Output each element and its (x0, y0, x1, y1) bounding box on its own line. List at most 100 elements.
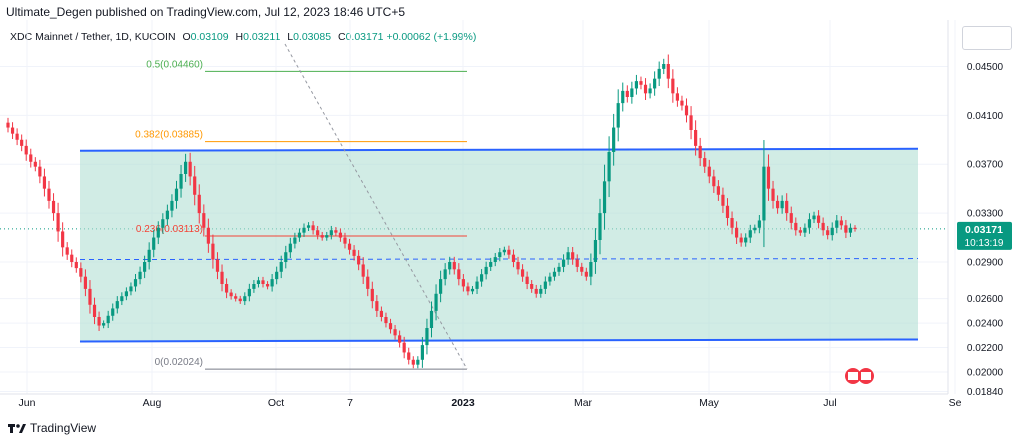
candle-body (24, 145, 28, 155)
candle-body (293, 237, 297, 244)
last-price-tag-value: 0.03171 (965, 224, 1003, 236)
y-tick-label: 0.02400 (967, 319, 1004, 330)
last-price-tag-bg (957, 221, 1012, 250)
candle-body (288, 243, 292, 253)
candle-body (566, 252, 570, 260)
candle-body (347, 243, 352, 250)
symbol-legend: XDC Mainnet / Tether, 1D, KUCOIN O0.0310… (10, 31, 476, 43)
candle-body (712, 176, 716, 187)
candle-body (552, 271, 557, 277)
candle-body (366, 276, 370, 289)
candle-body (794, 222, 798, 231)
fib-level-label: 0.382(0.03885) (135, 130, 203, 141)
y-tick-label: 0.02200 (967, 343, 1004, 354)
candle-body (74, 262, 78, 269)
candle-body (525, 276, 529, 284)
candle-body (520, 269, 525, 277)
candle-body (803, 227, 807, 233)
candle-body (275, 271, 279, 280)
candle-body (826, 230, 830, 236)
candle-body (38, 166, 42, 177)
candle-body (184, 161, 188, 174)
channel-lower-line (79, 338, 919, 343)
channel-fill (80, 148, 918, 342)
candle-body (10, 127, 15, 134)
candle-body (6, 122, 10, 128)
candle-body (439, 279, 443, 294)
candle-body (716, 186, 720, 195)
candle-body (625, 90, 629, 97)
candle-body (229, 292, 233, 297)
candle-body (147, 249, 151, 262)
candle-body (830, 227, 834, 236)
y-tick-label: 0.02600 (967, 294, 1004, 305)
candle-body (548, 276, 552, 282)
candle-body (707, 166, 711, 177)
candle-body (402, 342, 406, 353)
candle-body (789, 213, 793, 223)
candle-body (165, 210, 169, 220)
candle-body (839, 220, 843, 226)
candle-body (543, 281, 547, 289)
low-value: 0.03085 (293, 31, 332, 43)
footer-brand: TradingView (30, 421, 97, 435)
candle-body (352, 249, 356, 256)
candle-body (247, 288, 251, 297)
candle-body (425, 328, 429, 346)
candle-body (671, 78, 675, 94)
candle-body (206, 227, 210, 244)
change-value: +0.00062 (+1.99%) (386, 31, 477, 43)
candle-body (215, 259, 220, 272)
candle-body (270, 279, 274, 287)
candle-body (398, 335, 402, 343)
candle-body (65, 247, 69, 255)
y-tick-label: 0.03300 (967, 209, 1004, 220)
indicator-toggle-box[interactable] (962, 26, 1012, 50)
candle-body (498, 252, 502, 258)
candle-body (443, 269, 447, 280)
candle-body (188, 161, 192, 177)
candle-body (420, 345, 424, 360)
symbol-title: XDC Mainnet / Tether, 1D, KUCOIN (10, 31, 176, 43)
candle-body (648, 88, 652, 94)
candle-body (129, 286, 133, 292)
candle-body (748, 230, 752, 238)
candle-body (785, 200, 789, 214)
candle-body (252, 284, 256, 289)
candle-body (448, 262, 452, 270)
candle-body (170, 200, 174, 211)
candle-body (70, 254, 74, 262)
candle-body (302, 227, 306, 233)
candle-body (489, 262, 493, 267)
candle-body (602, 181, 607, 214)
open-label: O (182, 31, 191, 43)
candle-body (279, 262, 283, 272)
candle-body (575, 259, 579, 267)
y-tick-label: 0.02000 (967, 368, 1004, 379)
candle-body (666, 64, 670, 79)
candle-body (370, 288, 374, 302)
candle-body (848, 227, 853, 233)
footer: TradingView (8, 420, 96, 436)
candle-body (607, 152, 611, 182)
candle-body (211, 243, 215, 260)
x-tick-label: 7 (347, 397, 353, 409)
candle-body (179, 174, 183, 189)
flag-icon[interactable] (845, 368, 874, 384)
candle-body (334, 230, 338, 233)
candle-body (680, 100, 684, 106)
candle-body (821, 222, 825, 231)
candle-body (316, 230, 320, 236)
candle-body (593, 240, 598, 262)
candles (6, 54, 857, 369)
candle-body (502, 249, 506, 253)
candle-body (539, 288, 543, 294)
candle-body (434, 293, 438, 311)
candle-body (47, 188, 51, 201)
candle-body (61, 231, 65, 248)
candle-body (261, 280, 265, 284)
last-price-countdown: 10:13:19 (965, 238, 1004, 249)
candle-body (325, 235, 329, 238)
candle-body (561, 259, 566, 267)
